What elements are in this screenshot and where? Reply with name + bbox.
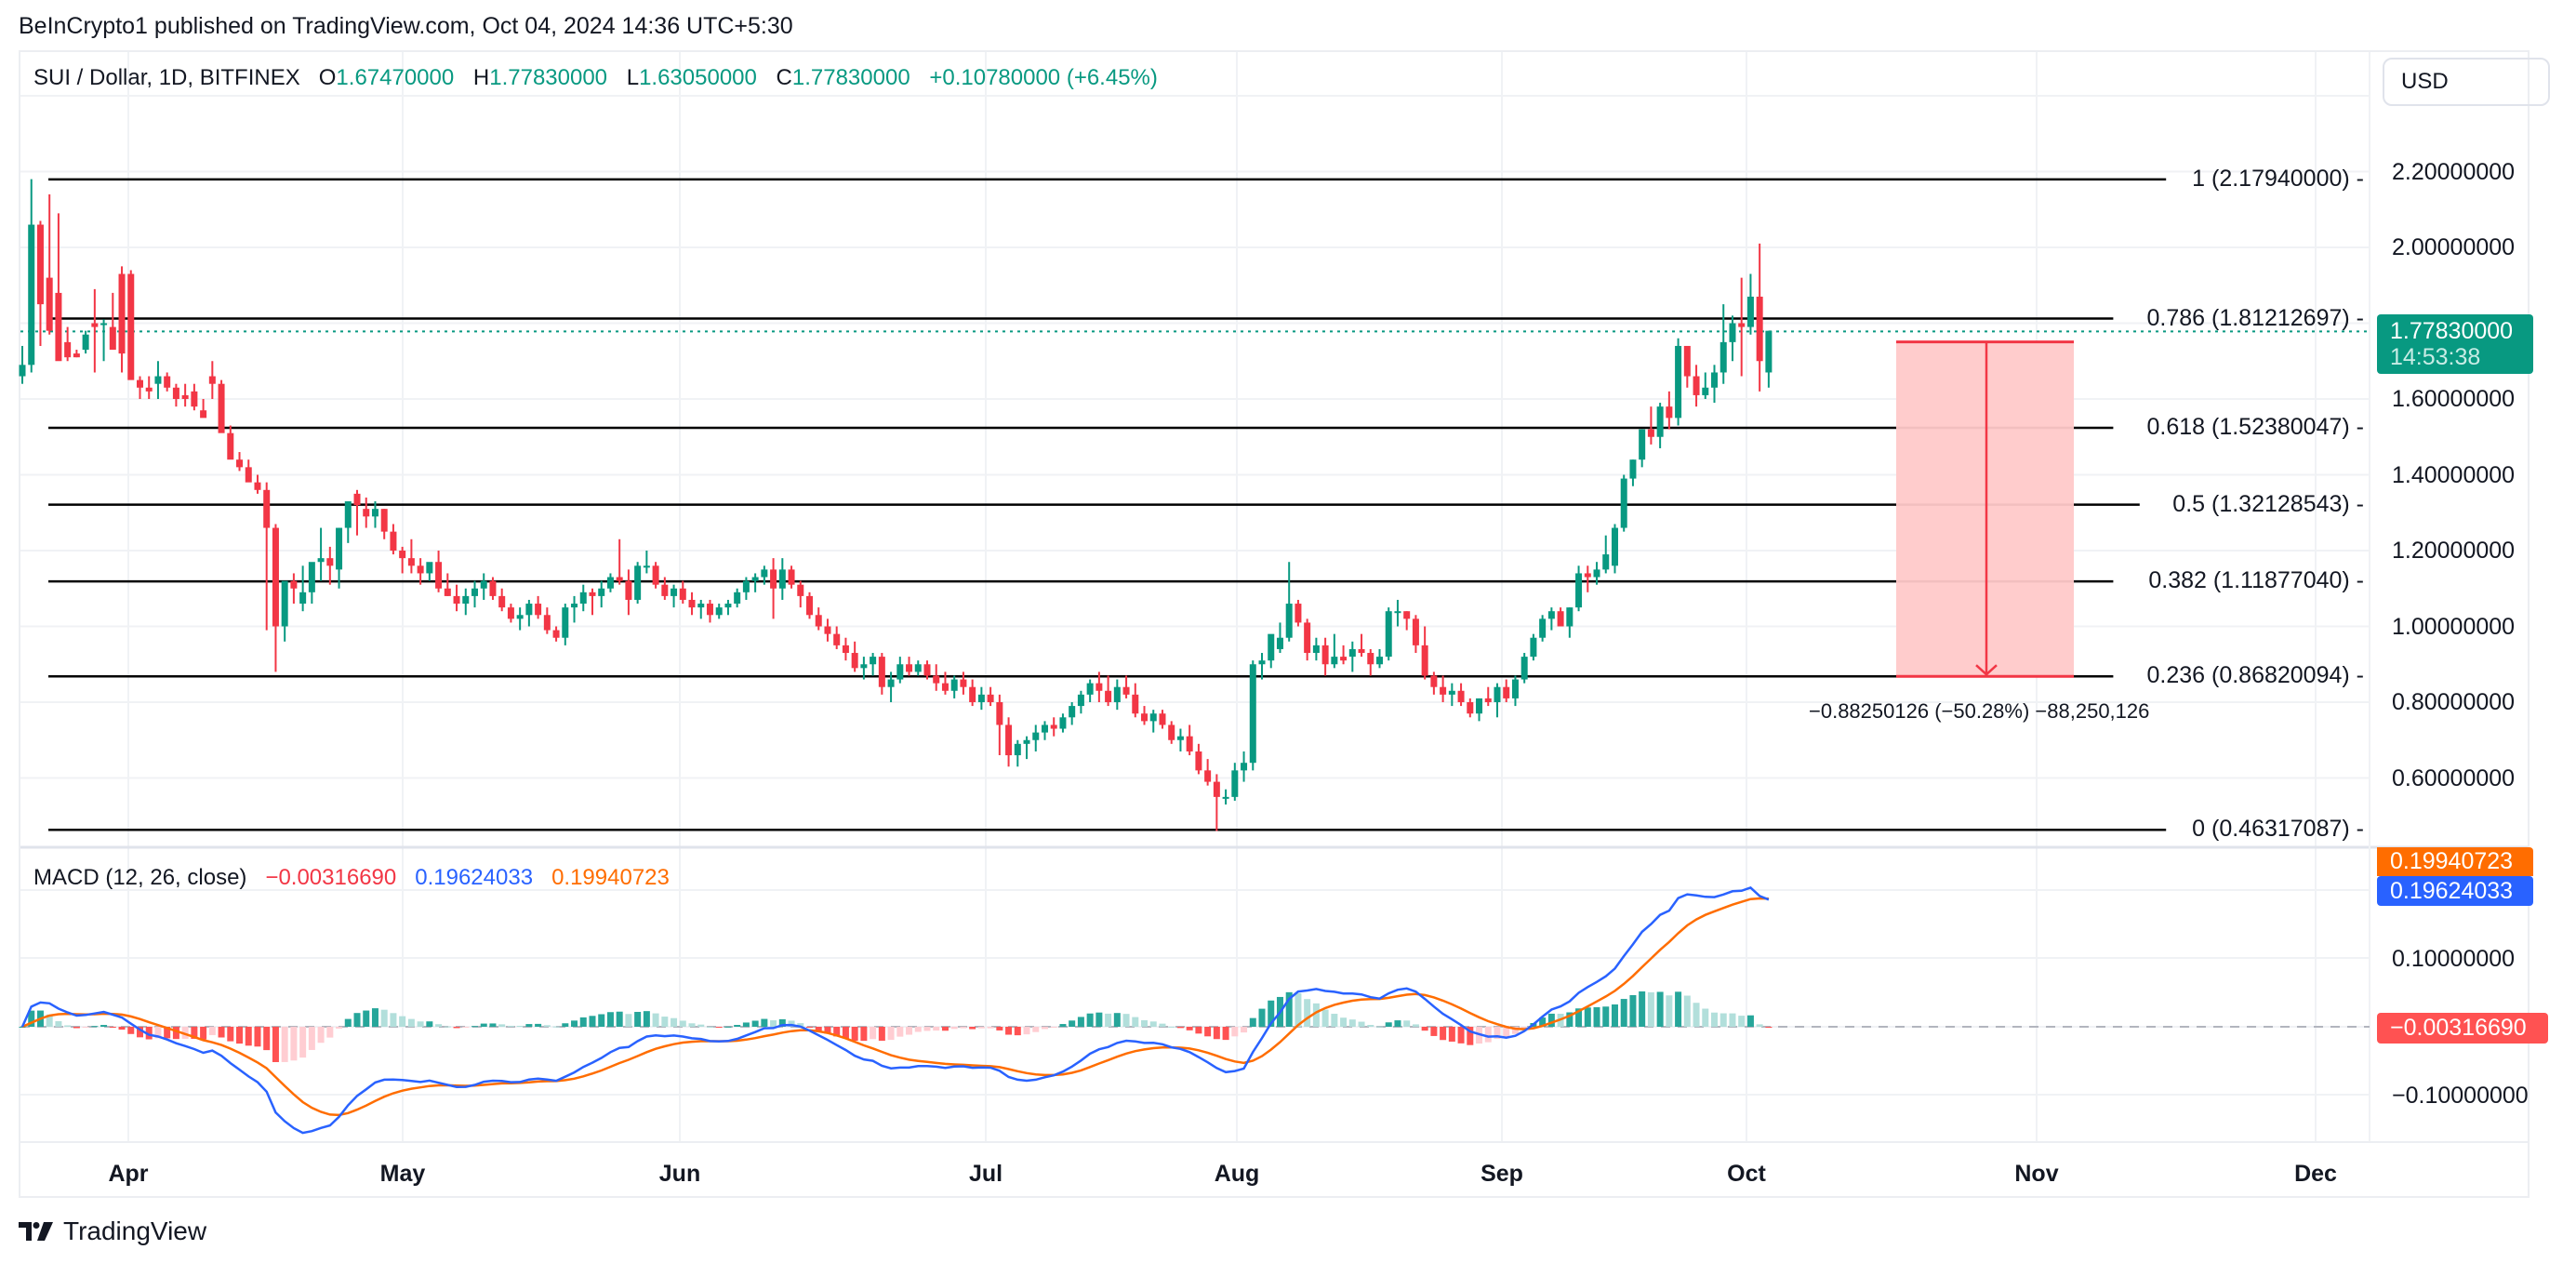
price-range-measure-label: −0.88250126 (−50.28%) −88,250,126 [1809,699,2150,723]
open-value: 1.67470000 [336,65,455,90]
price-tick: 1.20000000 [2392,538,2516,564]
macd-line-value: 0.19624033 [415,865,534,890]
macd-title: MACD (12, 26, close) [33,865,247,890]
low-label: L [626,65,640,90]
price-tick: 0.80000000 [2392,689,2516,715]
histogram-tag: −0.00316690 [2377,1013,2548,1044]
high-label: H [472,65,490,90]
macd-tick-pos: 0.10000000 [2392,946,2516,972]
signal-tag: 0.19940723 [2377,847,2533,876]
fib-level-label: 0.786 (1.81212697) - [2146,304,2364,331]
currency-button[interactable]: USD [2383,58,2550,106]
price-tick: 1.00000000 [2392,613,2516,640]
chart-frame [19,50,2530,1198]
low-value: 1.63050000 [639,65,757,90]
fib-level-label: 0 (0.46317087) - [2192,816,2364,843]
fib-level-label: 0.236 (0.86820094) - [2146,662,2364,689]
month-label: Oct [1727,1161,1766,1187]
tradingview-logo-icon [19,1222,53,1241]
symbol-title: SUI / Dollar, 1D, BITFINEX [33,65,300,90]
bar-countdown: 14:53:38 [2390,344,2481,370]
macd-histogram-value: −0.00316690 [265,865,397,890]
price-tick: 0.60000000 [2392,764,2516,791]
price-tick: 2.00000000 [2392,234,2516,260]
change-value: +0.10780000 (+6.45%) [929,65,1158,90]
high-value: 1.77830000 [489,65,608,90]
month-label: Dec [2294,1161,2337,1187]
month-label: May [379,1161,426,1187]
close-label: C [776,65,792,90]
macd-tag: 0.19624033 [2377,876,2533,906]
month-label: Nov [2014,1161,2059,1187]
month-label: Apr [108,1161,149,1187]
tradingview-logo[interactable]: TradingView [19,1216,206,1246]
open-label: O [318,65,337,90]
price-tick: 2.20000000 [2392,158,2516,185]
current-price: 1.77830000 [2390,318,2514,344]
price-tick: 1.60000000 [2392,386,2516,412]
macd-signal-value: 0.19940723 [551,865,670,890]
symbol-legend: SUI / Dollar, 1D, BITFINEX O1.67470000 H… [33,65,1171,91]
price-tick: 1.40000000 [2392,461,2516,488]
fib-level-label: 0.618 (1.52380047) - [2146,414,2364,441]
fib-level-label: 0.382 (1.11877040) - [2148,567,2364,594]
current-price-tag: 1.77830000 14:53:38 [2377,314,2533,374]
tradingview-wordmark: TradingView [63,1216,207,1245]
month-label: Jun [658,1161,701,1187]
macd-legend: MACD (12, 26, close) −0.00316690 0.19624… [33,865,670,891]
month-label: Sep [1481,1161,1523,1187]
month-label: Jul [968,1161,1003,1187]
fib-level-label: 1 (2.17940000) - [2192,165,2364,192]
macd-tick-neg: −0.10000000 [2392,1083,2529,1109]
month-label: Aug [1214,1161,1260,1187]
publish-info: BeInCrypto1 published on TradingView.com… [19,13,793,39]
fib-level-label: 0.5 (1.32128543) - [2172,490,2364,517]
close-value: 1.77830000 [791,65,910,90]
